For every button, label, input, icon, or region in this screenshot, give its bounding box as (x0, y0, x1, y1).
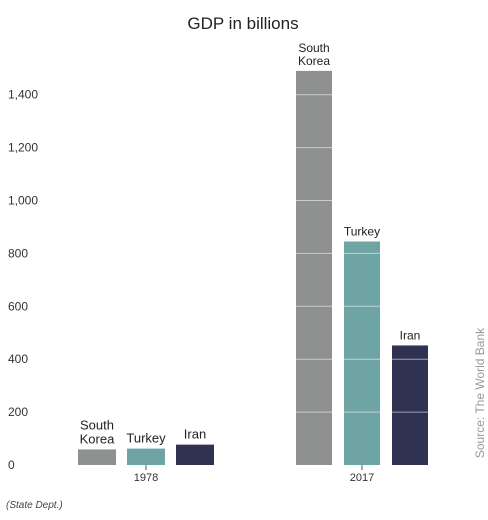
series-label: Iran (400, 328, 421, 342)
bar-turkey-2017 (344, 241, 380, 465)
group-labels: 1978 2017 (134, 465, 374, 484)
y-tick-label: 800 (8, 246, 28, 260)
series-label: Turkey (344, 224, 380, 238)
y-tick-label: 1,000 (8, 194, 38, 208)
series-label: Korea (298, 54, 330, 68)
bar-south-korea-1978 (78, 449, 116, 465)
bar-iran-1978 (176, 444, 214, 465)
x-group-label: 1978 (134, 472, 158, 484)
y-tick-label: 400 (8, 352, 28, 366)
x-group-label: 2017 (350, 472, 374, 484)
y-tick-label: 1,200 (8, 141, 38, 155)
bar-iran-2017 (392, 345, 428, 465)
series-label: Korea (80, 431, 115, 446)
y-tick-label: 200 (8, 405, 28, 419)
y-tick-label: 600 (8, 299, 28, 313)
series-label: South (298, 41, 329, 55)
y-axis: 0 200 400 600 800 1,000 1,200 1,400 (8, 88, 38, 472)
series-label: South (80, 417, 114, 432)
footnote: (State Dept.) (6, 500, 63, 511)
bars (78, 70, 428, 466)
series-label: Iran (184, 427, 206, 442)
bar-turkey-1978 (127, 448, 165, 465)
y-tick-label: 1,400 (8, 88, 38, 102)
source-label: Source: The World Bank (473, 327, 487, 458)
chart-title: GDP in billions (187, 14, 298, 33)
series-label: Turkey (126, 431, 166, 446)
bar-south-korea-2017 (296, 70, 332, 466)
y-tick-label: 0 (8, 458, 15, 472)
